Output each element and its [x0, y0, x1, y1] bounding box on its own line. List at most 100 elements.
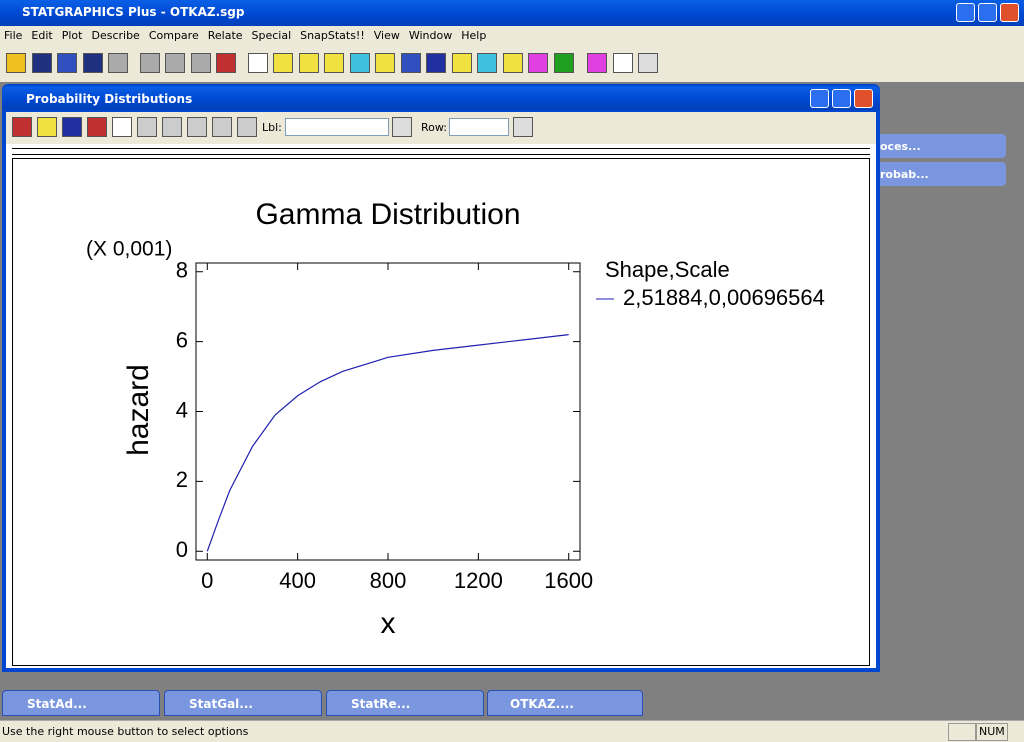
toolbar-button[interactable] [247, 53, 268, 73]
minimized-title: StatGal... [189, 697, 253, 711]
toolbar-button[interactable] [190, 53, 211, 73]
status-bar: Use the right mouse button to select opt… [0, 720, 1024, 742]
toolbar-button[interactable] [502, 53, 523, 73]
x-tick-label: 1600 [544, 568, 593, 593]
main-toolbar [0, 44, 1024, 82]
menu-item[interactable]: File [4, 29, 23, 42]
y-tick-label: 2 [176, 467, 188, 492]
minimized-window[interactable]: OTKAZ.... [487, 690, 643, 716]
child-toolbar: Lbl: Row: [6, 112, 876, 144]
toolbar-button[interactable] [216, 53, 236, 73]
app-title: STATGRAPHICS Plus - OTKAZ.sgp [22, 5, 245, 19]
toolbar-button[interactable] [528, 53, 548, 73]
maximize-button[interactable] [832, 89, 851, 108]
toolbar-button[interactable] [273, 53, 293, 73]
toolbar-button[interactable] [612, 53, 633, 73]
legend-title: Shape,Scale [605, 257, 730, 282]
lbl-label: Lbl: [262, 121, 282, 134]
toolbar-button[interactable] [298, 53, 319, 73]
chart: Gamma Distribution (X 0,001) x hazard Sh… [86, 198, 825, 640]
menu-item[interactable]: Help [461, 29, 487, 42]
status-indicator: NUM [976, 723, 1008, 741]
y-axis-label: hazard [122, 364, 155, 456]
x-tick-label: 0 [201, 568, 213, 593]
toolbar-button[interactable] [37, 117, 57, 137]
toolbar-button[interactable] [375, 53, 395, 73]
row-label: Row: [421, 121, 447, 134]
minimized-title: robab... [880, 168, 929, 181]
toolbar-button[interactable] [165, 53, 185, 73]
search-button[interactable] [392, 117, 412, 137]
minimize-button[interactable] [810, 89, 829, 108]
restore-button[interactable] [978, 3, 997, 22]
menu-item[interactable]: Edit [31, 29, 53, 42]
x-tick-label: 400 [279, 568, 316, 593]
minimized-window[interactable]: oces... [878, 134, 1006, 158]
toolbar-button[interactable] [6, 53, 26, 73]
series-line [206, 334, 569, 552]
menu-item[interactable]: Window [408, 29, 453, 42]
child-title: Probability Distributions [26, 92, 193, 106]
chart-frame [12, 158, 870, 666]
app-title-bar: STATGRAPHICS Plus - OTKAZ.sgp [0, 0, 1024, 26]
menu-item[interactable]: Special [251, 29, 292, 42]
toolbar-button[interactable] [57, 53, 77, 73]
minimized-window[interactable]: StatRe... [326, 690, 484, 716]
toolbar-button[interactable] [553, 53, 574, 73]
toolbar-button[interactable] [108, 53, 128, 73]
minimized-title: OTKAZ.... [510, 697, 574, 711]
toolbar-button[interactable] [638, 53, 658, 73]
search-button[interactable] [513, 117, 533, 137]
toolbar-button[interactable] [139, 53, 160, 73]
x-tick-label: 800 [370, 568, 407, 593]
toolbar-button[interactable] [587, 53, 607, 73]
menu-bar: File Edit Plot Describe Compare Relate Special… [0, 26, 1024, 44]
row-input[interactable] [449, 118, 509, 136]
toolbar-button[interactable] [237, 117, 257, 137]
toolbar-button[interactable] [112, 117, 132, 137]
toolbar-button[interactable] [87, 117, 107, 137]
toolbar-button[interactable] [12, 117, 32, 137]
y-multiplier: (X 0,001) [86, 238, 172, 261]
toolbar-button[interactable] [162, 117, 182, 137]
plot-frame [195, 262, 581, 561]
minimized-title: StatAd... [27, 697, 87, 711]
toolbar-button[interactable] [62, 117, 82, 137]
content-area [6, 144, 876, 668]
toolbar-button[interactable] [324, 53, 344, 73]
menu-item[interactable]: Compare [148, 29, 199, 42]
x-axis-label: x [381, 607, 396, 640]
legend-label: 2,51884,0,00696564 [623, 285, 825, 310]
toolbar-button[interactable] [400, 53, 421, 73]
toolbar-button[interactable] [212, 117, 232, 137]
menu-item[interactable]: View [373, 29, 400, 42]
menu-item[interactable]: SnapStats!! [300, 29, 365, 42]
child-title-bar: Probability Distributions [2, 86, 880, 110]
menu-item[interactable]: Describe [91, 29, 140, 42]
toolbar-button[interactable] [426, 53, 446, 73]
toolbar-button[interactable] [137, 117, 157, 137]
toolbar-button[interactable] [31, 53, 52, 73]
minimized-window[interactable]: robab... [878, 162, 1006, 186]
toolbar-button[interactable] [187, 117, 207, 137]
lbl-input[interactable] [285, 118, 389, 136]
menu-item[interactable]: Relate [207, 29, 243, 42]
minimized-title: StatRe... [351, 697, 411, 711]
minimized-window[interactable]: StatGal... [164, 690, 322, 716]
chart-title: Gamma Distribution [255, 198, 520, 231]
minimize-button[interactable] [956, 3, 975, 22]
toolbar-button[interactable] [451, 53, 472, 73]
toolbar-button[interactable] [82, 53, 103, 73]
minimized-window[interactable]: StatAd... [2, 690, 160, 716]
close-button[interactable] [1000, 3, 1019, 22]
y-tick-label: 0 [176, 537, 188, 562]
minimized-title: oces... [880, 140, 921, 153]
menu-item[interactable]: Plot [61, 29, 83, 42]
status-message: Use the right mouse button to select opt… [2, 725, 249, 738]
close-button[interactable] [854, 89, 873, 108]
status-panel [948, 723, 976, 741]
separator [12, 148, 870, 155]
toolbar-button[interactable] [477, 53, 497, 73]
toolbar-button[interactable] [349, 53, 370, 73]
